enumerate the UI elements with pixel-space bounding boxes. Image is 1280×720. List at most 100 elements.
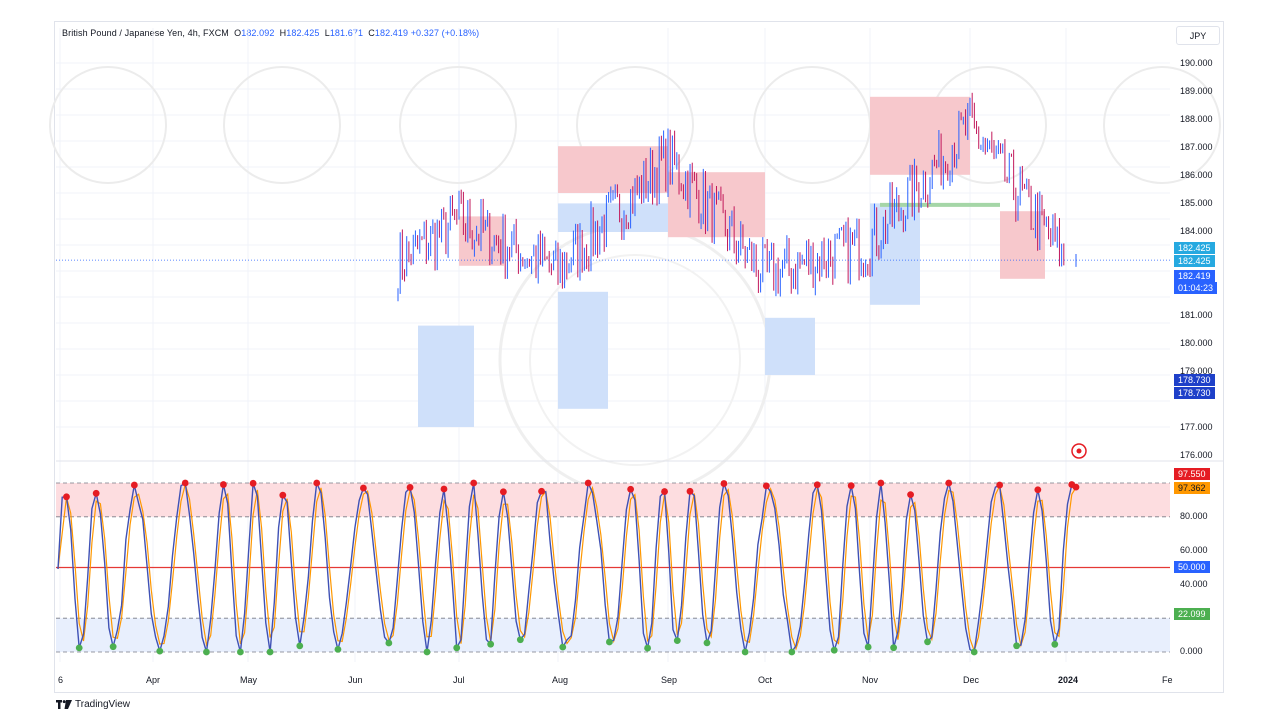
price-tick: 186.000: [1180, 170, 1213, 180]
high-price-tag: 182.425: [1174, 242, 1215, 254]
price-tick: 185.000: [1180, 198, 1213, 208]
time-tick: 6: [58, 675, 64, 685]
demand-zone: [558, 291, 608, 409]
oversold-dot: [830, 646, 838, 654]
overbought-dot: [720, 480, 728, 487]
overbought-dot: [63, 493, 70, 501]
mid-level-tag: 50.000: [1174, 561, 1210, 573]
oversold-dot: [203, 648, 210, 656]
chart-frame[interactable]: [54, 21, 1224, 693]
low-price-tag-2: 178.730: [1174, 387, 1215, 399]
overbought-dot: [130, 481, 138, 489]
oversold-dot: [673, 637, 681, 645]
oversold-dot: [890, 644, 898, 652]
price-tick: 179.000: [1180, 366, 1213, 376]
tradingview-icon: [56, 700, 72, 709]
symbol-title: British Pound / Japanese Yen, 4h, FXCM: [62, 28, 229, 38]
price-tick: 188.000: [1180, 114, 1213, 124]
time-tick: Fe: [1162, 675, 1173, 685]
price-tick: 180.000: [1180, 338, 1213, 348]
time-tick: Oct: [758, 675, 773, 685]
oversold-dot: [741, 648, 749, 656]
overbought-dot: [627, 485, 635, 493]
high-price-tag-2: 182.425: [1174, 255, 1215, 267]
overbought-dot: [762, 482, 770, 490]
support-line: [880, 202, 1000, 207]
oversold-dot: [606, 638, 613, 646]
watermark-seal-icon: [399, 66, 517, 184]
supply-zone: [870, 96, 970, 175]
overbought-dot: [661, 488, 668, 495]
low-price-tag: 178.730: [1174, 374, 1215, 386]
oversold-band: [56, 618, 1170, 652]
price-tick: 187.000: [1180, 142, 1213, 152]
close-label: C: [368, 28, 375, 38]
price-tick: 181.000: [1180, 310, 1213, 320]
overbought-dot: [1034, 486, 1042, 494]
oversold-dot: [296, 642, 304, 650]
demand-zone: [558, 203, 668, 232]
osc-tick: 80.000: [1180, 511, 1208, 521]
overbought-dot: [538, 487, 545, 495]
time-tick: Nov: [862, 675, 879, 685]
overbought-dot: [499, 488, 507, 496]
oversold-dot: [559, 643, 567, 651]
oversold-dot: [1051, 640, 1059, 648]
oversold-dot: [156, 647, 164, 655]
overbought-dot: [406, 484, 414, 491]
oversold-dot: [1013, 642, 1021, 650]
watermark-seal-icon: [498, 223, 772, 497]
watermark-seal-icon: [223, 66, 341, 184]
time-tick: 2024: [1058, 675, 1079, 685]
supply-zone: [668, 172, 765, 238]
osc-tick: 60.000: [1180, 545, 1208, 555]
supply-zone: [1000, 211, 1045, 279]
high-label: H: [279, 28, 287, 38]
stoch-d-tag: 97.362: [1174, 482, 1210, 494]
last-price-tag: 182.419: [1174, 270, 1215, 282]
open-label: O: [234, 28, 242, 38]
oversold-dot: [385, 639, 393, 647]
oversold-dot: [75, 644, 83, 652]
oversold-dot: [109, 643, 117, 651]
low-value: 181.671: [329, 28, 364, 38]
watermark-seal-icon: [1103, 66, 1221, 184]
oversold-dot: [924, 638, 931, 646]
stoch-k-tag: 97.550: [1174, 468, 1210, 480]
oversold-dot: [453, 644, 461, 652]
overbought-dot: [220, 481, 227, 488]
price-tick: 176.000: [1180, 450, 1213, 460]
demand-zone: [870, 203, 920, 305]
overbought-band: [56, 483, 1170, 517]
demand-zone: [765, 317, 815, 375]
price-tick: 190.000: [1180, 58, 1213, 68]
time-tick: Aug: [552, 675, 569, 685]
watermark-seal-icon: [529, 254, 741, 466]
currency-button[interactable]: JPY: [1176, 26, 1220, 45]
price-tick: 177.000: [1180, 422, 1213, 432]
overbought-dot: [279, 491, 287, 499]
supply-zone: [558, 146, 668, 193]
close-value: 182.419: [374, 28, 409, 38]
overbought-dot: [249, 479, 257, 487]
overbought-dot: [996, 481, 1004, 489]
price-tick: 189.000: [1180, 86, 1213, 96]
overbought-dot: [470, 479, 478, 487]
overbought-dot: [813, 481, 821, 489]
low-label: L: [324, 28, 330, 38]
oversold-dot: [516, 636, 524, 644]
oversold-dot: [644, 644, 651, 652]
bar-countdown: 01:04:23: [1174, 282, 1218, 294]
overbought-dot: [92, 489, 100, 497]
overbought-dot: [584, 479, 592, 487]
tradingview-logo[interactable]: TradingView: [56, 699, 130, 710]
oversold-dot: [236, 648, 244, 656]
overbought-dot: [945, 479, 953, 487]
oversold-dot: [334, 646, 342, 653]
overbought-dot: [313, 479, 321, 487]
oversold-dot: [970, 648, 978, 656]
demand-zone: [418, 325, 474, 427]
open-value: 182.092: [241, 28, 275, 38]
oversold-dot: [788, 648, 796, 656]
